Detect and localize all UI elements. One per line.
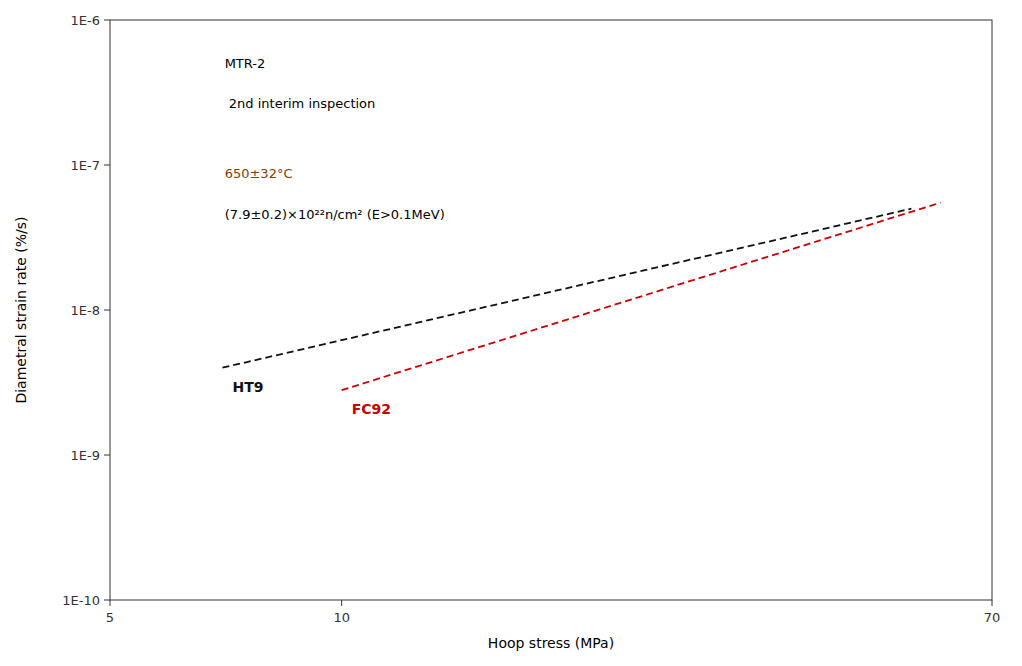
y-tick [104, 165, 110, 166]
y-tick-label: 1E-9 [71, 448, 100, 463]
y-axis-label: Diametral strain rate (%/s) [13, 216, 29, 403]
series-label: HT9 [232, 379, 263, 395]
y-tick [104, 20, 110, 21]
x-tick [341, 600, 342, 606]
y-axis: 1E-10 1E-9 1E-8 1E-7 1E-6 [62, 13, 110, 608]
y-tick [104, 455, 110, 456]
annotation: 2nd interim inspection [225, 96, 376, 111]
x-tick-label: 10 [333, 610, 350, 625]
series-label: FC92 [352, 401, 391, 417]
x-tick [992, 600, 993, 606]
annotation: 650±32°C [225, 166, 293, 181]
y-tick-label: 1E-8 [71, 303, 100, 318]
x-axis-label: Hoop stress (MPa) [488, 635, 614, 651]
x-tick-label: 70 [984, 610, 1001, 625]
y-tick-label: 1E-10 [62, 593, 100, 608]
series-line [342, 203, 941, 391]
x-tick-label: 5 [106, 610, 114, 625]
y-tick [104, 310, 110, 311]
plot-frame [110, 20, 992, 600]
y-tick-label: 1E-6 [71, 13, 100, 28]
x-tick [110, 600, 111, 606]
chart: 5 10 70 1E-10 1E-9 1E-8 1E-7 1E-6 Hoop stress (M… [0, 0, 1022, 666]
y-tick [104, 600, 110, 601]
series-group [222, 203, 940, 391]
annotation: (7.9±0.2)×10²²n/cm² (E>0.1MeV) [225, 207, 445, 222]
x-axis: 5 10 70 [106, 600, 1000, 625]
annotation: MTR-2 [225, 56, 266, 71]
series-line [222, 209, 911, 368]
y-tick-label: 1E-7 [71, 158, 100, 173]
